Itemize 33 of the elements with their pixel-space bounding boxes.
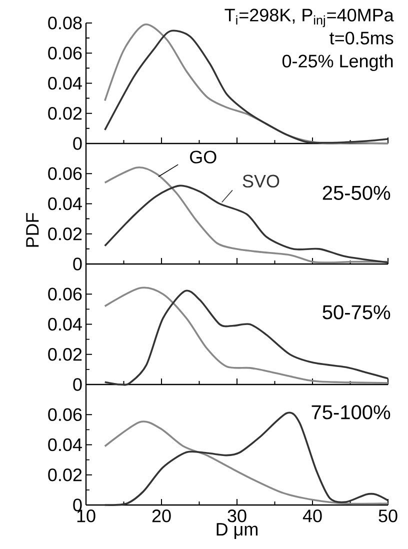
annotation: 75-100% [312,405,390,420]
y-tick-label: 0.04 [48,197,82,210]
y-tick-label: 0 [73,498,82,512]
x-tick-label: 50 [378,510,398,522]
x-tick-label: 10 [77,510,96,522]
y-tick-label: 0.02 [48,468,82,482]
annotation: 50-75% [322,305,390,320]
y-tick-label: 0.08 [48,16,82,30]
y-tick-label: 0.04 [48,318,82,331]
annotation: 25-50% [322,186,390,200]
y-tick-label: 0.02 [48,228,82,240]
series-label: GO [190,150,216,164]
y-tick-label: 0 [73,258,82,270]
y-tick-label: 0.04 [48,76,82,90]
y-tick-label: 0.06 [48,167,82,180]
y-tick-label: 0 [73,378,82,391]
annotation: T$_{i}$=298K, P$_{inj}$=40MPa [224,8,394,28]
line-series [104,166,389,264]
y-tick-label: 0.06 [48,288,82,300]
y-tick-label: 0.02 [48,107,82,120]
y-tick-label: 0.02 [48,348,82,361]
annotation: t=0.5ms [330,32,394,44]
y-axis-title: PDF [26,212,39,247]
y-tick-label: 0.04 [48,438,82,452]
annotation: 0-25% Length [282,54,393,72]
y-tick-label: 0.06 [48,408,82,421]
series-label: SVO [242,174,280,188]
x-axis-title: D μm [216,523,258,539]
x-tick-label: 40 [302,510,322,522]
y-tick-label: 0 [73,137,82,150]
x-tick-label: 30 [228,510,246,522]
y-tick-label: 0.06 [48,46,82,60]
x-tick-label: 20 [152,510,171,522]
